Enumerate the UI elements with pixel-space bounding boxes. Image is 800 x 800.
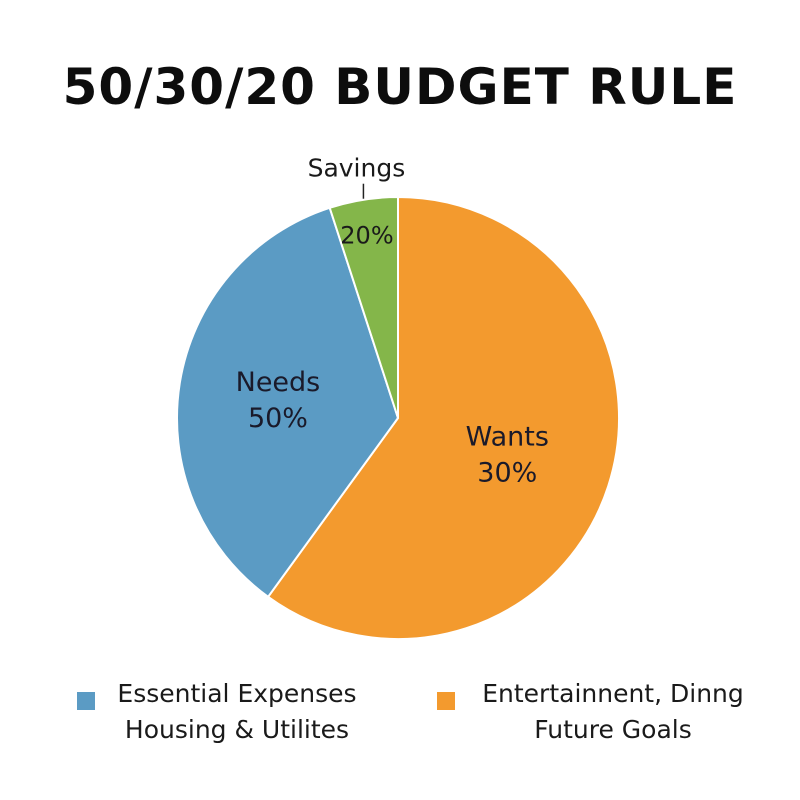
legend: Essential Expenses Housing & Utilites En… [0,676,800,786]
slice-label-wants: Wants [466,422,549,453]
legend-line: Housing & Utilites [124,715,350,744]
legend-label-wants: Entertainnent, Dinng Future Goals [468,676,758,748]
pie-slice-wants [266,195,620,640]
slice-value-needs: 50% [248,403,308,434]
slice-value-wants: 30% [477,458,537,489]
legend-swatch-needs [77,692,95,710]
legend-line: Entertainnent, Dinng [482,679,744,708]
pie-slice-needs [176,206,400,599]
legend-line: Essential Expenses [117,679,357,708]
legend-swatch-wants [437,692,455,710]
pie-slice-savings [328,195,399,419]
slice-label-savings: Savings [308,154,406,183]
slice-labels: Wants 30% Needs 50% 20% Savings [236,154,549,489]
slice-value-savings: 20% [340,222,393,250]
pie-slices [176,195,620,640]
legend-line: Future Goals [534,715,692,744]
legend-label-needs: Essential Expenses Housing & Utilites [112,676,362,748]
slice-label-needs: Needs [236,367,321,398]
chart-title: 50/30/20 BUDGET RULE [62,58,738,116]
